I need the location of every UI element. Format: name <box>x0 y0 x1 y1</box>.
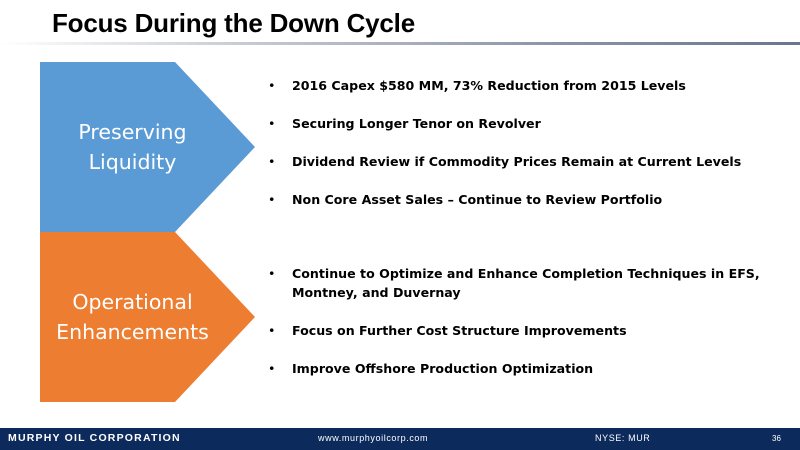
slide-title: Focus During the Down Cycle <box>52 8 415 38</box>
bullet-item: Improve Offshore Production Optimization <box>268 359 768 378</box>
preserving-liquidity-chevron-shape <box>40 62 255 232</box>
preserving-liquidity-bullets: 2016 Capex $580 MM, 73% Reduction from 2… <box>268 76 741 209</box>
preserving-liquidity-label-line-1: Preserving <box>78 120 187 144</box>
footer-website: www.murphyoilcorp.com <box>318 433 429 443</box>
footer-brand: MURPHY OIL CORPORATION <box>8 432 181 444</box>
bullet-item: Continue to Optimize and Enhance Complet… <box>268 264 768 302</box>
page-number: 36 <box>772 434 781 443</box>
bullet-text: Dividend Review if Commodity Prices Rema… <box>292 154 742 169</box>
bullet-item: Securing Longer Tenor on Revolver <box>268 114 741 133</box>
bullet-text: Non Core Asset Sales – Continue to Revie… <box>292 192 663 207</box>
operational-enhancements-bullets: Continue to Optimize and Enhance Complet… <box>268 264 768 378</box>
bullet-text: Continue to Optimize and Enhance Complet… <box>292 266 760 300</box>
bullet-text: 2016 Capex $580 MM, 73% Reduction from 2… <box>292 78 686 93</box>
bullet-text: Focus on Further Cost Structure Improvem… <box>292 323 627 338</box>
operational-enhancements-arrow: Operational Enhancements <box>40 232 255 402</box>
bullet-item: Dividend Review if Commodity Prices Rema… <box>268 152 741 171</box>
preserving-liquidity-label: Preserving Liquidity <box>40 117 225 177</box>
bullet-text: Securing Longer Tenor on Revolver <box>292 116 541 131</box>
footer-ticker: NYSE: MUR <box>595 433 651 443</box>
operational-enhancements-label-line-2: Enhancements <box>56 320 209 344</box>
bullet-item: Non Core Asset Sales – Continue to Revie… <box>268 190 741 209</box>
preserving-liquidity-label-line-2: Liquidity <box>88 150 177 174</box>
operational-enhancements-label-line-1: Operational <box>72 290 193 314</box>
title-divider <box>0 42 800 45</box>
preserving-liquidity-arrow: Preserving Liquidity <box>40 62 255 232</box>
bullet-item: 2016 Capex $580 MM, 73% Reduction from 2… <box>268 76 741 95</box>
operational-enhancements-label: Operational Enhancements <box>40 287 225 347</box>
bullet-text: Improve Offshore Production Optimization <box>292 361 594 376</box>
operational-enhancements-chevron-shape <box>40 232 255 402</box>
footer-bar: MURPHY OIL CORPORATION www.murphyoilcorp… <box>0 428 800 450</box>
bullet-item: Focus on Further Cost Structure Improvem… <box>268 321 768 340</box>
